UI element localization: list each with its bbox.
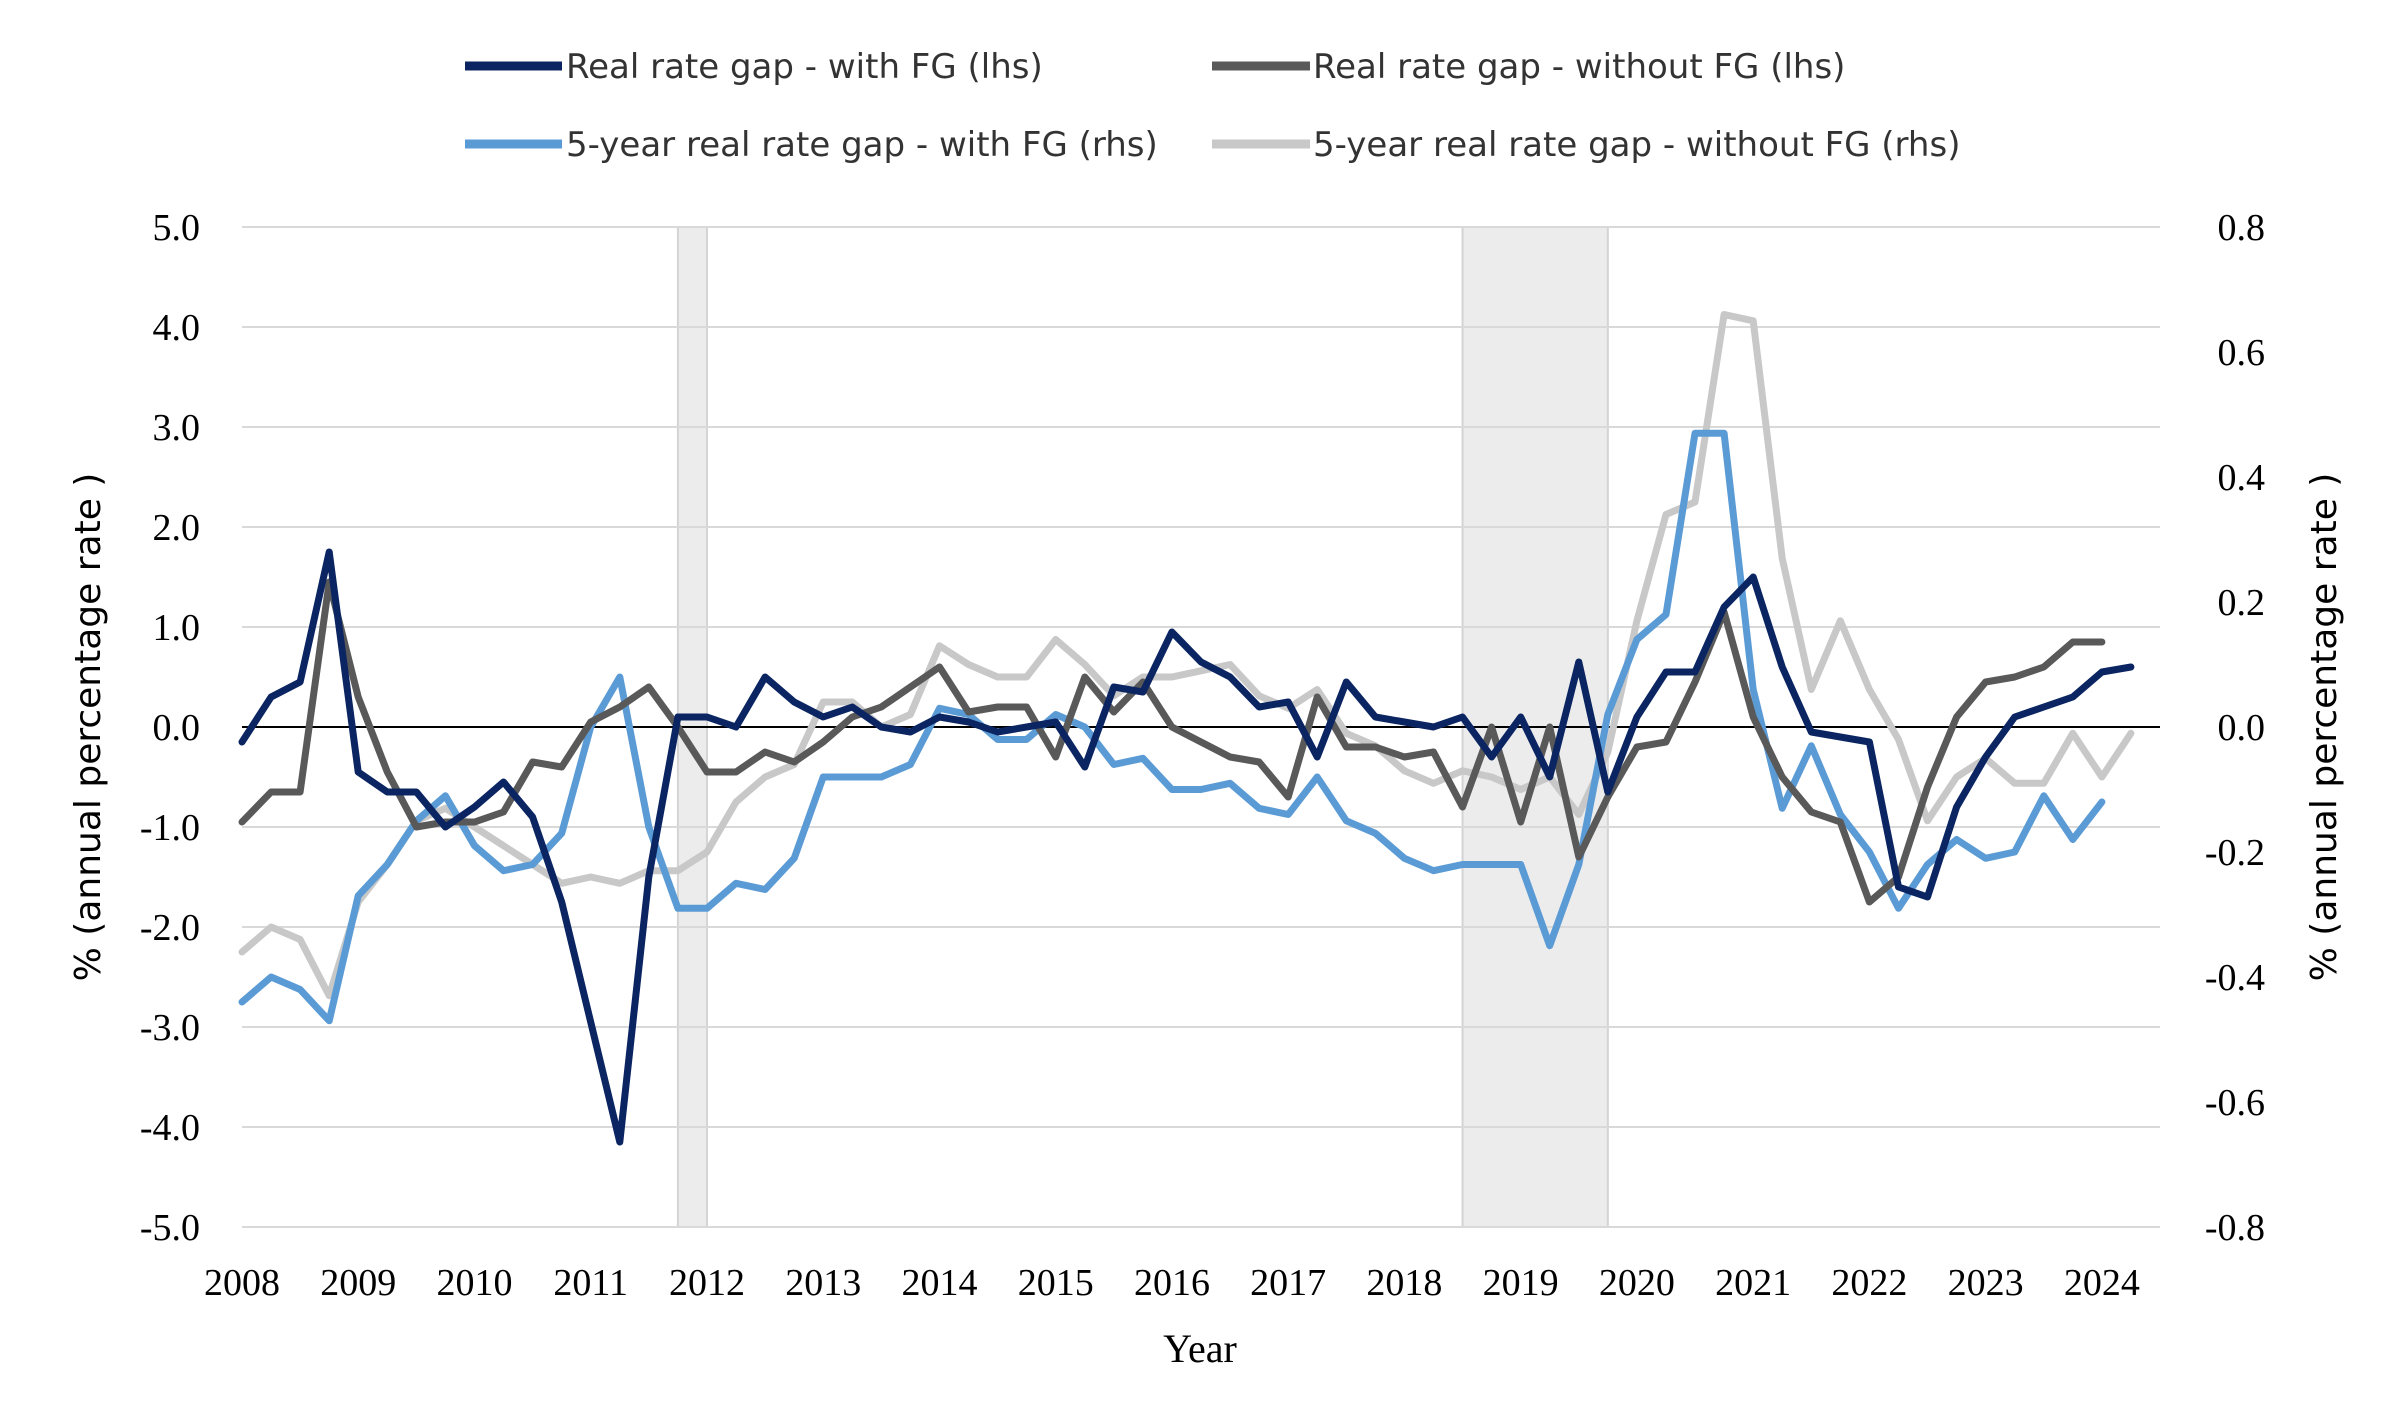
left-tick-label: -5.0 [140, 1207, 200, 1249]
left-tick-label: 5.0 [153, 207, 201, 249]
x-tick-label: 2017 [1250, 1262, 1326, 1304]
left-tick-label: 4.0 [153, 307, 201, 349]
left-tick-label: 0.0 [153, 707, 201, 749]
x-tick-label: 2012 [669, 1262, 745, 1304]
right-tick-label: 0.4 [2218, 457, 2266, 499]
legend-label-real-rate-gap-with-fg: Real rate gap - with FG (lhs) [566, 47, 1043, 87]
x-tick-label: 2011 [553, 1262, 628, 1304]
series-line-4 [238, 311, 2135, 1000]
legend-label-5y-real-rate-gap-without-fg: 5-year real rate gap - without FG (rhs) [1313, 125, 1960, 165]
right-tick-label: -0.8 [2205, 1207, 2265, 1249]
series-line-1 [238, 548, 2135, 1146]
left-tick-label: -3.0 [140, 1007, 200, 1049]
right-tick-label: -0.6 [2205, 1082, 2265, 1124]
x-tick-label: 2015 [1018, 1262, 1094, 1304]
right-tick-label: -0.4 [2205, 957, 2265, 999]
right-tick-label: 0.6 [2218, 332, 2266, 374]
x-tick-label: 2014 [901, 1262, 977, 1304]
x-axis-title: Year [1163, 1326, 1237, 1371]
right-tick-label: 0.8 [2218, 207, 2266, 249]
left-tick-label: 2.0 [153, 507, 201, 549]
x-tick-label: 2019 [1483, 1262, 1559, 1304]
right-axis-title: % (annual percentage rate ) [2304, 473, 2345, 982]
x-tick-label: 2016 [1134, 1262, 1210, 1304]
x-tick-label: 2008 [204, 1262, 280, 1304]
legend-label-5y-real-rate-gap-with-fg: 5-year real rate gap - with FG (rhs) [566, 125, 1158, 165]
left-tick-label: -2.0 [140, 907, 200, 949]
x-tick-label: 2020 [1599, 1262, 1675, 1304]
x-tick-label: 2022 [1831, 1262, 1907, 1304]
right-tick-label: -0.2 [2205, 832, 2265, 874]
x-axis-ticks: 2008 2009 2010 2011 2012 2013 2014 2015 2016 2017… [204, 1262, 2140, 1304]
left-tick-label: -4.0 [140, 1107, 200, 1149]
left-axis-title: % (annual percentage rate ) [68, 473, 109, 982]
x-tick-label: 2024 [2064, 1262, 2140, 1304]
series-line-2 [238, 578, 2106, 906]
right-tick-label: 0.2 [2218, 582, 2266, 624]
x-tick-label: 2021 [1715, 1262, 1791, 1304]
legend-label-real-rate-gap-without-fg: Real rate gap - without FG (lhs) [1313, 47, 1845, 87]
left-tick-label: -1.0 [140, 807, 200, 849]
left-axis-ticks: 5.0 4.0 3.0 2.0 1.0 0.0 -1.0 -2.0 -3.0 -4.0 -5.0 [140, 207, 200, 1249]
x-tick-label: 2013 [785, 1262, 861, 1304]
left-tick-label: 3.0 [153, 407, 201, 449]
right-tick-label: 0.0 [2218, 707, 2266, 749]
x-tick-label: 2018 [1366, 1262, 1442, 1304]
x-tick-label: 2009 [320, 1262, 396, 1304]
right-axis-ticks: 0.8 0.6 0.4 0.2 0.0 -0.2 -0.4 -0.6 -0.8 [2205, 207, 2265, 1249]
x-tick-label: 2010 [436, 1262, 512, 1304]
series-lines [238, 311, 2135, 1146]
legend: Real rate gap - with FG (lhs) Real rate … [465, 47, 1960, 165]
x-tick-label: 2023 [1948, 1262, 2024, 1304]
left-tick-label: 1.0 [153, 607, 201, 649]
